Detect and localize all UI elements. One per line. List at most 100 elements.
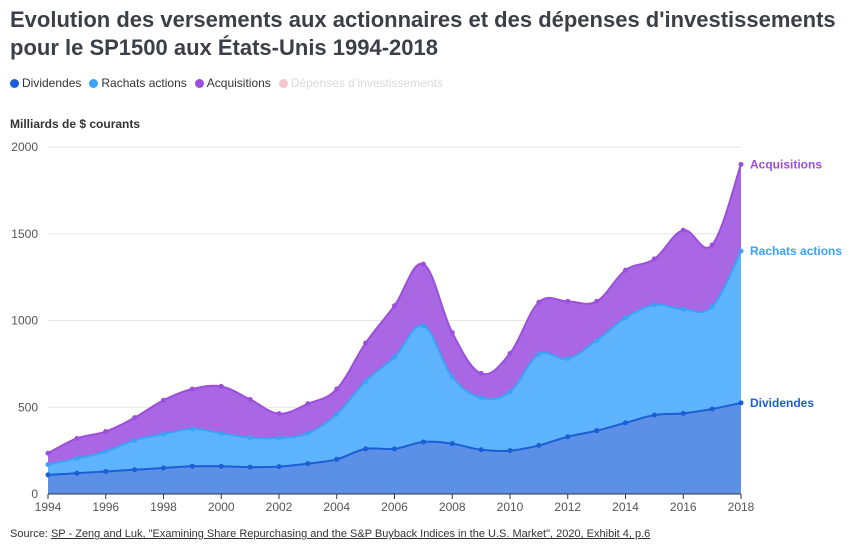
- point-acquisitions: [45, 450, 51, 456]
- x-tick-label: 2018: [728, 500, 755, 514]
- point-acquisitions: [478, 370, 484, 376]
- point-rachats-actions: [218, 430, 224, 436]
- legend-item-rachats[interactable]: Rachats actions: [89, 76, 187, 90]
- point-rachats-actions: [738, 248, 744, 254]
- point-dividendes: [392, 446, 397, 452]
- point-rachats-actions: [623, 315, 628, 321]
- point-dividendes: [709, 406, 715, 412]
- legend-swatch-depenses: [278, 78, 288, 88]
- point-rachats-actions: [305, 430, 311, 436]
- legend-item-depenses[interactable]: Dépenses d’investissements: [278, 76, 443, 90]
- end-label-acquisitions: Acquisitions: [750, 157, 822, 171]
- legend-item-acquisitions[interactable]: Acquisitions: [194, 76, 271, 90]
- point-dividendes: [305, 461, 311, 467]
- point-dividendes: [680, 410, 686, 416]
- y-tick-label: 1500: [11, 227, 38, 241]
- point-rachats-actions: [392, 354, 397, 360]
- point-acquisitions: [305, 401, 311, 407]
- legend-swatch-acquisitions: [194, 78, 204, 88]
- point-rachats-actions: [132, 437, 138, 443]
- source-note: Source: SP - Zeng and Luk, "Examining Sh…: [10, 528, 650, 540]
- y-axis-unit-label: Milliards de $ courants: [10, 117, 141, 131]
- source-link[interactable]: SP - Zeng and Luk, "Examining Share Repu…: [50, 528, 651, 540]
- x-tick-label: 2016: [670, 500, 697, 514]
- point-dividendes: [478, 447, 484, 453]
- x-tick-label: 2004: [323, 500, 350, 514]
- area-dividendes: [48, 402, 741, 494]
- point-dividendes: [565, 434, 571, 440]
- point-acquisitions: [161, 397, 166, 403]
- point-acquisitions: [74, 435, 80, 441]
- x-tick-label: 2006: [381, 500, 408, 514]
- y-tick-label: 500: [18, 400, 38, 414]
- y-tick-label: 1000: [11, 314, 38, 328]
- point-rachats-actions: [478, 395, 484, 401]
- end-label-dividendes: Dividendes: [750, 396, 814, 410]
- x-tick-label: 2010: [497, 500, 524, 514]
- point-dividendes: [738, 400, 744, 406]
- x-tick-label: 2014: [612, 500, 639, 514]
- point-dividendes: [247, 464, 253, 470]
- point-acquisitions: [363, 340, 369, 346]
- point-rachats-actions: [651, 302, 657, 308]
- x-tick-label: 1994: [35, 500, 62, 514]
- point-dividendes: [218, 463, 224, 469]
- point-acquisitions: [594, 298, 600, 304]
- legend: Dividendes Rachats actions Acquisitions …: [10, 76, 443, 90]
- point-rachats-actions: [103, 448, 109, 454]
- point-acquisitions: [536, 299, 542, 305]
- point-acquisitions: [623, 267, 628, 273]
- point-dividendes: [536, 442, 542, 448]
- legend-swatch-rachats: [89, 78, 99, 88]
- point-acquisitions: [565, 298, 571, 304]
- legend-label-rachats: Rachats actions: [101, 76, 187, 90]
- point-rachats-actions: [420, 323, 426, 329]
- point-acquisitions: [420, 261, 426, 267]
- point-acquisitions: [218, 383, 224, 389]
- point-rachats-actions: [507, 389, 513, 395]
- point-dividendes: [276, 464, 282, 470]
- y-tick-label: 0: [31, 487, 38, 501]
- point-rachats-actions: [334, 411, 340, 417]
- point-rachats-actions: [74, 455, 80, 461]
- point-rachats-actions: [449, 374, 455, 380]
- point-rachats-actions: [363, 378, 369, 384]
- legend-item-dividendes[interactable]: Dividendes: [10, 76, 81, 90]
- x-tick-label: 2000: [208, 500, 235, 514]
- point-acquisitions: [651, 256, 657, 262]
- point-rachats-actions: [161, 431, 166, 437]
- point-rachats-actions: [565, 356, 571, 362]
- chart-title: Evolution des versements aux actionnaire…: [10, 7, 836, 60]
- point-acquisitions: [132, 415, 138, 421]
- point-dividendes: [363, 446, 369, 452]
- y-tick-label: 2000: [11, 140, 38, 154]
- point-dividendes: [507, 448, 513, 454]
- x-tick-label: 1996: [92, 500, 119, 514]
- point-dividendes: [420, 439, 426, 445]
- point-dividendes: [132, 467, 138, 473]
- legend-label-depenses: Dépenses d’investissements: [290, 76, 443, 90]
- point-rachats-actions: [680, 306, 686, 312]
- point-dividendes: [594, 428, 600, 434]
- point-rachats-actions: [276, 435, 282, 441]
- point-acquisitions: [247, 396, 253, 402]
- legend-swatch-dividendes: [10, 78, 19, 88]
- x-tick-label: 2012: [554, 500, 581, 514]
- point-rachats-actions: [189, 426, 195, 432]
- point-rachats-actions: [536, 351, 542, 357]
- point-acquisitions: [680, 227, 686, 233]
- point-acquisitions: [189, 386, 195, 392]
- point-acquisitions: [103, 429, 109, 435]
- point-acquisitions: [709, 242, 715, 248]
- point-dividendes: [623, 420, 628, 426]
- point-acquisitions: [334, 386, 340, 392]
- point-dividendes: [651, 412, 657, 418]
- end-label-rachats-actions: Rachats actions: [750, 244, 842, 258]
- point-acquisitions: [449, 330, 455, 336]
- point-acquisitions: [276, 411, 282, 417]
- point-dividendes: [103, 468, 109, 474]
- x-tick-label: 2008: [439, 500, 466, 514]
- point-acquisitions: [507, 350, 513, 356]
- point-dividendes: [161, 465, 166, 471]
